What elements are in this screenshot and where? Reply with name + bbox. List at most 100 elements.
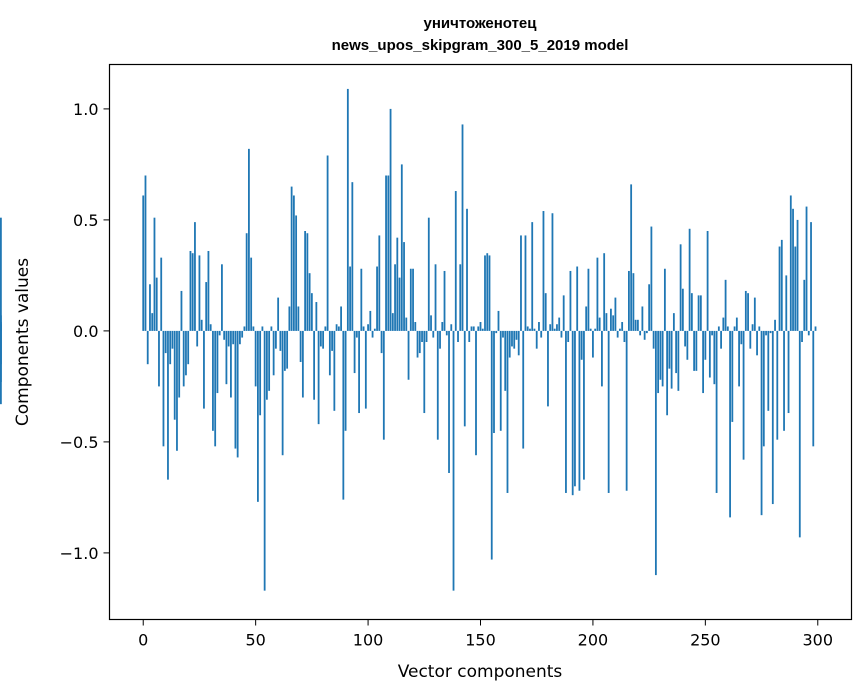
bar-90 [344,330,347,431]
bar-118 [407,330,410,380]
bar-122 [416,330,419,358]
bar-271 [751,324,754,331]
bar-70 [299,330,302,362]
bar-144 [466,208,468,331]
bar-192 [574,330,576,487]
bar-4 [151,313,154,331]
bar-48 [250,257,253,331]
bar-27 [203,330,205,409]
bar-58 [272,330,275,376]
bar-96 [358,330,360,414]
bar-282 [776,330,779,440]
bar-25 [198,255,201,331]
bar-120 [412,268,414,331]
bar-237 [675,330,678,374]
bar-80 [322,330,325,349]
bar-78 [317,330,320,425]
bar-125 [423,330,426,414]
bar-108 [385,175,387,331]
bar-95 [355,330,358,338]
bar-45 [243,326,246,331]
bar-235 [670,330,673,389]
bar-274 [758,326,761,331]
y-tick-label: −1.0 [60,544,99,563]
bar-217 [630,184,633,331]
x-tick-label: 250 [690,631,721,650]
bar-212 [619,328,621,331]
bar-39 [230,330,232,398]
bar-277 [765,330,767,336]
bar-79 [319,330,322,347]
x-axis-label: Vector components [398,662,563,682]
bar-261 [729,330,731,518]
bar-22 [191,253,194,331]
bar-243 [688,228,691,331]
bar-23 [194,222,196,331]
bar-222 [641,306,644,331]
bar-105 [378,235,381,331]
bar-44 [241,330,244,338]
bar-130 [434,264,437,331]
bar-136 [448,330,450,473]
bar-292 [798,330,801,538]
bar-251 [706,231,709,331]
bar-49 [252,326,255,331]
bar-8 [160,257,163,331]
bar-97 [360,268,363,331]
bar-214 [623,330,626,342]
bar-201 [594,328,597,331]
y-axis-label: Components values [13,258,33,426]
bar-116 [403,242,405,331]
bar-47 [248,148,250,331]
bar-119 [409,268,412,331]
bar-145 [468,330,471,342]
bar-177 [540,330,543,338]
bar-31 [212,330,214,431]
bar-112 [394,264,396,331]
bar-69 [297,306,300,331]
bar-103 [373,328,376,331]
bar-107 [382,330,385,440]
x-tick-label: 300 [802,631,833,650]
bar-16 [178,330,181,398]
bar-287 [787,330,790,414]
bar-219 [634,319,637,331]
bar-172 [529,328,531,331]
x-tick-label: 200 [578,631,609,650]
bar-134 [443,270,446,331]
bar-291 [796,219,799,331]
bar-132 [439,330,441,349]
bar-215 [625,330,628,491]
bar-226 [650,226,653,331]
bar-149 [477,326,480,331]
bar-106 [380,330,383,354]
bar-66 [290,186,293,331]
bar-128 [430,315,432,331]
bar-73 [306,233,309,331]
bar-275 [760,330,763,516]
bar-133 [441,322,444,331]
bar-213 [621,322,624,331]
bar-7 [158,330,160,387]
bar-13 [171,330,174,349]
x-tick-label: 100 [353,631,384,650]
bar-147 [472,326,475,331]
bar-32 [214,330,217,447]
bar-265 [738,330,740,387]
bar-295 [805,206,808,331]
bar-89 [342,330,345,500]
bar-257 [720,330,722,349]
bar-190 [569,270,572,331]
bar-76 [313,330,316,400]
bar-65 [288,306,291,331]
bar-267 [742,330,745,460]
bar-230 [659,330,662,380]
bar-26 [200,319,203,331]
bar-169 [522,330,525,449]
bar-229 [657,330,660,394]
y-tick-label: −0.5 [60,433,99,452]
bar-135 [445,330,448,336]
bar-59 [274,330,277,349]
bar-254 [713,330,716,385]
bar-173 [531,222,534,331]
